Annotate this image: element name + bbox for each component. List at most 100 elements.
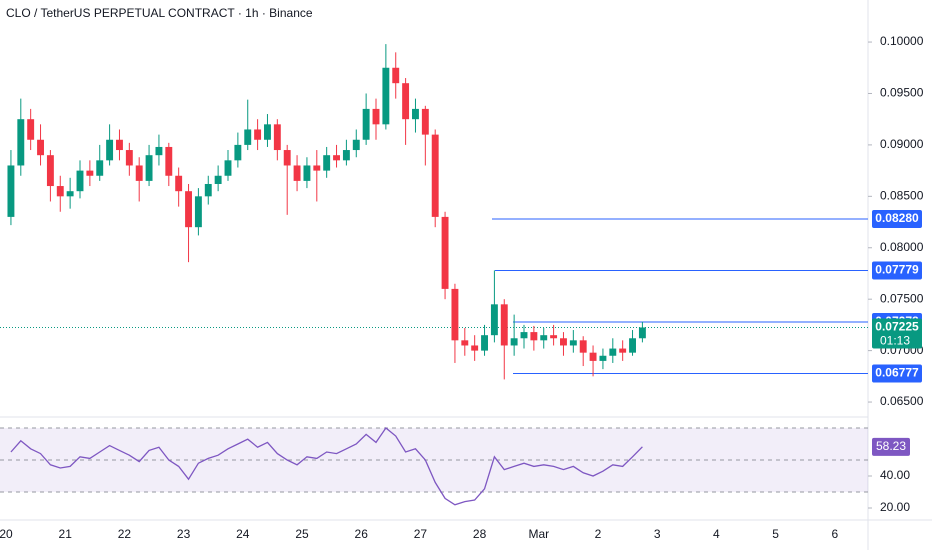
level-label-box [872, 364, 922, 383]
current-price-label: 0.07225 [875, 320, 919, 334]
candle-body [234, 144, 242, 161]
current-price-box [872, 318, 922, 349]
candle-body [37, 139, 44, 156]
candle-body [510, 338, 518, 346]
candle-body [116, 139, 123, 151]
candle-body [333, 155, 340, 161]
candle-body [500, 304, 508, 346]
x-tick-label: 28 [473, 527, 487, 541]
x-tick-label: 6 [831, 527, 838, 541]
candle-body [204, 183, 212, 197]
x-tick-label: 24 [236, 527, 250, 541]
y-tick-label: 20.00 [880, 500, 910, 514]
candle-body [609, 348, 617, 356]
candle-body [421, 108, 429, 135]
candle-body [382, 67, 390, 125]
level-label: 0.08280 [875, 211, 919, 225]
candle-body [569, 340, 577, 346]
candle-body [560, 338, 567, 346]
level-label: 0.06777 [875, 366, 919, 380]
candle-body [66, 191, 74, 197]
candle-body [530, 332, 538, 341]
x-tick-label: 20 [0, 527, 13, 541]
y-tick-label: 0.09500 [880, 86, 924, 100]
candle-body [165, 146, 173, 176]
candle-body [96, 160, 104, 176]
candle-body [352, 139, 360, 151]
candle-body [392, 67, 400, 84]
y-tick-label: 0.08000 [880, 240, 924, 254]
y-tick-label: 0.07500 [880, 291, 924, 305]
candle-body [185, 191, 192, 228]
candle-body [254, 129, 262, 140]
rsi-value-label: 58.23 [876, 439, 906, 453]
y-tick-label: 0.06500 [880, 394, 924, 408]
level-label-box [872, 209, 922, 228]
candle-body [431, 134, 439, 217]
candle-body [342, 150, 350, 161]
candle-body [224, 160, 232, 176]
candle-body [76, 170, 84, 192]
candle-body [27, 119, 35, 140]
y-tick-label: 0.09000 [880, 137, 924, 151]
candle-body [362, 108, 370, 140]
x-tick-label: 27 [414, 527, 428, 541]
level-label-box [872, 261, 922, 280]
candle-body [214, 175, 222, 184]
candle-body [323, 155, 331, 171]
candle-body [540, 335, 548, 341]
candle-body [46, 155, 54, 187]
candle-body [451, 288, 459, 341]
candle-body [135, 165, 143, 181]
candle-body [283, 150, 291, 166]
candle-body [490, 304, 498, 336]
x-tick-label: 5 [772, 527, 779, 541]
countdown: 01:13 [880, 334, 910, 348]
candle-body [481, 335, 488, 351]
candle-body [313, 165, 321, 171]
candle-body [7, 165, 15, 217]
rsi-value-box [872, 437, 910, 456]
candle-body [293, 165, 301, 181]
x-tick-label: 21 [59, 527, 73, 541]
x-tick-label: 2 [595, 527, 602, 541]
rsi-line [10, 427, 643, 506]
x-tick-label: 23 [177, 527, 191, 541]
candle-body [264, 124, 271, 140]
candle-body [56, 186, 64, 197]
x-tick-label: 26 [355, 527, 369, 541]
candle-body [17, 119, 25, 166]
candle-body [619, 348, 627, 353]
candle-body [638, 327, 646, 339]
y-tick-label: 0.10000 [880, 34, 924, 48]
y-tick-label: 0.08500 [880, 189, 924, 203]
candle-body [145, 155, 153, 181]
x-tick-label: 4 [713, 527, 720, 541]
candle-body [194, 196, 202, 228]
x-tick-label: 3 [654, 527, 661, 541]
candle-body [372, 108, 380, 125]
candle-body [244, 129, 252, 145]
x-tick-label: Mar [528, 527, 549, 541]
candle-body [520, 332, 528, 339]
candle-body [461, 340, 469, 346]
candle-body [550, 335, 558, 339]
candle-body [599, 355, 607, 361]
candle-body [402, 83, 410, 120]
candle-body [155, 146, 163, 156]
candle-body [86, 170, 94, 176]
candle-body [629, 338, 636, 353]
y-tick-label: 40.00 [880, 468, 910, 482]
level-label: 0.07779 [875, 263, 919, 277]
candle-body [303, 165, 311, 181]
chart-title: CLO / TetherUS PERPETUAL CONTRACT · 1h ·… [6, 6, 313, 20]
candle-body [412, 108, 419, 120]
candle-body [273, 124, 281, 151]
candle-body [579, 340, 587, 353]
x-tick-label: 22 [118, 527, 132, 541]
candle-body [125, 150, 133, 166]
candle-body [175, 175, 183, 192]
candle-body [441, 216, 449, 289]
